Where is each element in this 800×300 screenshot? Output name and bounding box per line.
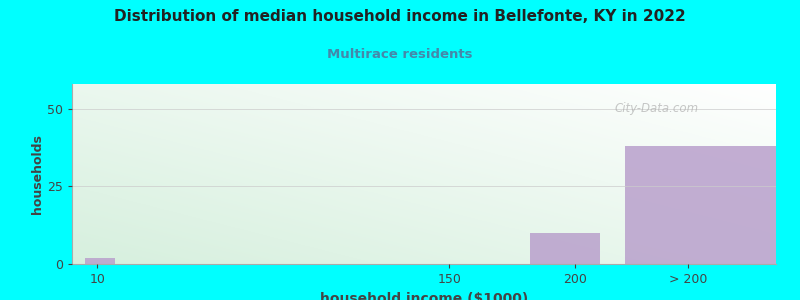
Bar [625,146,776,264]
Bar [530,233,600,264]
Text: City-Data.com: City-Data.com [614,102,698,115]
Text: Distribution of median household income in Bellefonte, KY in 2022: Distribution of median household income … [114,9,686,24]
Text: Multirace residents: Multirace residents [327,48,473,61]
Bar [85,258,114,264]
X-axis label: household income ($1000): household income ($1000) [320,292,528,300]
Y-axis label: households: households [31,134,44,214]
